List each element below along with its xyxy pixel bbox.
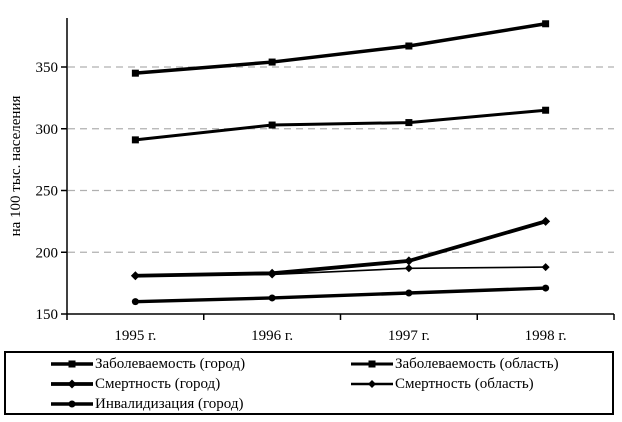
y-tick-label: 200 — [36, 245, 59, 261]
diamond-marker-icon — [368, 380, 376, 388]
x-tick-label: 1997 г. — [388, 328, 430, 344]
legend-label: Смертность (область) — [395, 376, 534, 392]
legend-item: Заболеваемость (область) — [351, 354, 559, 374]
diamond-marker-icon — [67, 379, 77, 389]
legend-item: Смертность (город) — [51, 374, 220, 394]
circle-marker-icon — [131, 298, 139, 306]
square-marker-icon — [368, 360, 376, 368]
diamond-marker-line-icon — [351, 380, 393, 388]
legend-item: Заболеваемость (город) — [51, 354, 245, 374]
diamond-marker-icon — [541, 263, 550, 272]
circle-marker-icon — [542, 284, 550, 292]
x-tick-label: 1996 г. — [251, 328, 293, 344]
y-tick-label: 300 — [36, 122, 59, 138]
square-marker-icon — [542, 20, 550, 28]
series-line — [135, 108, 546, 142]
square-marker-icon — [268, 58, 276, 66]
series-line — [135, 266, 546, 277]
series-line — [135, 22, 546, 75]
legend-item: Инвалидизация (город) — [51, 394, 243, 414]
x-tick-label: 1998 г. — [525, 328, 567, 344]
diamond-marker-icon — [268, 270, 277, 279]
circle-marker-icon — [405, 289, 413, 297]
square-marker-line-icon — [51, 360, 93, 368]
legend-label: Заболеваемость (город) — [95, 356, 246, 372]
square-marker-icon — [268, 121, 276, 129]
square-marker-icon — [68, 360, 76, 368]
square-marker-icon — [542, 106, 550, 114]
legend-label: Смертность (город) — [95, 376, 221, 392]
y-tick-label: 350 — [36, 60, 59, 76]
y-tick-label: 150 — [36, 307, 59, 323]
y-axis-title: на 100 тыс. населения — [8, 96, 24, 237]
diamond-marker-icon — [404, 256, 414, 266]
square-marker-icon — [131, 69, 139, 77]
legend: Заболеваемость (город) Заболеваемость (о… — [4, 351, 614, 415]
circle-marker-icon — [68, 400, 76, 408]
square-marker-icon — [405, 119, 413, 127]
plot-area: 150 200 250 300 350 1995 г. 1996 г. 1997 г. 1998… — [8, 18, 615, 344]
legend-label: Инвалидизация (город) — [95, 396, 244, 412]
square-marker-line-icon — [351, 360, 393, 368]
square-marker-icon — [131, 136, 139, 144]
legend-item: Смертность (область) — [351, 374, 534, 394]
series-line — [135, 286, 546, 304]
circle-marker-icon — [268, 294, 276, 302]
diamond-marker-icon — [404, 264, 413, 273]
diamond-marker-icon — [541, 216, 551, 226]
circle-marker-line-icon — [51, 400, 93, 408]
y-tick-label: 250 — [36, 184, 59, 200]
square-marker-icon — [405, 42, 413, 50]
x-tick-label: 1995 г. — [114, 328, 156, 344]
diamond-marker-icon — [131, 271, 140, 280]
legend-label: Заболеваемость (область) — [395, 356, 559, 372]
diamond-marker-line-icon — [51, 379, 93, 389]
